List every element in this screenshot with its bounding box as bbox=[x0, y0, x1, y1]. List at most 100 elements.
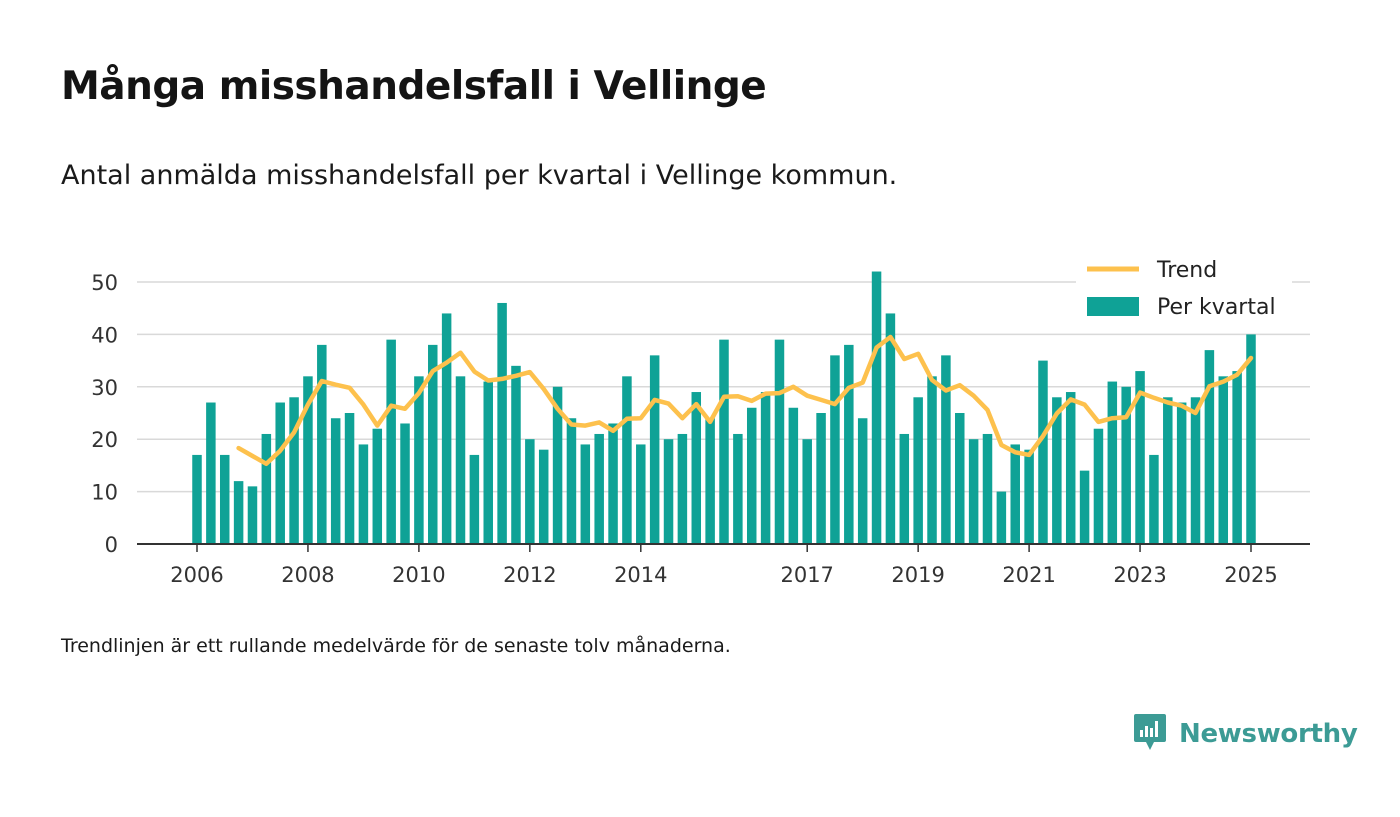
bar bbox=[608, 423, 618, 544]
bar bbox=[552, 386, 563, 544]
bar bbox=[719, 339, 729, 544]
bar bbox=[1190, 397, 1201, 544]
chart-title: Många misshandelsfall i Vellinge bbox=[61, 64, 767, 109]
bar bbox=[885, 313, 896, 544]
bar bbox=[261, 433, 272, 544]
chart-subtitle: Antal anmälda misshandelsfall per kvarta… bbox=[61, 160, 898, 191]
x-tick-label: 2006 bbox=[170, 563, 223, 587]
footnote: Trendlinjen är ett rullande medelvärde f… bbox=[61, 635, 731, 657]
bar bbox=[788, 407, 799, 544]
bar bbox=[330, 418, 341, 544]
bar bbox=[233, 481, 244, 544]
bar bbox=[746, 407, 757, 544]
bar bbox=[830, 355, 840, 544]
x-tick-label: 2021 bbox=[1002, 563, 1055, 587]
bar bbox=[663, 439, 674, 544]
bar bbox=[733, 433, 743, 544]
bar bbox=[1232, 371, 1242, 544]
bar bbox=[1204, 350, 1215, 544]
x-tick-label: 2014 bbox=[614, 563, 667, 587]
newsworthy-logo-icon bbox=[1133, 712, 1167, 756]
bar bbox=[982, 433, 993, 544]
bar bbox=[816, 413, 826, 544]
x-tick-label: 2023 bbox=[1113, 563, 1166, 587]
bar bbox=[219, 454, 230, 544]
bar bbox=[206, 402, 216, 544]
trend-line-group bbox=[236, 334, 1254, 467]
bar bbox=[414, 376, 424, 544]
bar bbox=[511, 365, 521, 544]
x-tick-label: 2012 bbox=[503, 563, 556, 587]
bar bbox=[1010, 444, 1020, 544]
bar bbox=[289, 397, 299, 544]
bar bbox=[317, 344, 327, 544]
bar bbox=[497, 302, 507, 544]
bar bbox=[275, 402, 285, 544]
bar bbox=[968, 439, 979, 544]
legend-bars-swatch bbox=[1087, 297, 1139, 316]
x-tick-label: 2017 bbox=[780, 563, 833, 587]
legend: Trend Per kvartal bbox=[1076, 252, 1292, 326]
y-tick-label: 50 bbox=[91, 271, 118, 295]
bar bbox=[1107, 381, 1118, 544]
bars bbox=[192, 271, 1256, 544]
x-tick-label: 2025 bbox=[1224, 563, 1277, 587]
bar bbox=[538, 449, 549, 544]
bar bbox=[428, 344, 438, 544]
bar bbox=[705, 418, 715, 544]
bar bbox=[594, 433, 604, 544]
brand-name: Newsworthy bbox=[1179, 719, 1358, 749]
bar bbox=[677, 433, 688, 544]
trend-line bbox=[236, 334, 1254, 467]
bar bbox=[344, 413, 355, 544]
bar bbox=[691, 392, 702, 544]
bar bbox=[483, 381, 493, 544]
y-tick-label: 10 bbox=[91, 481, 118, 505]
bar bbox=[386, 339, 396, 544]
y-tick-label: 40 bbox=[91, 323, 118, 347]
bar bbox=[1176, 402, 1187, 544]
bar bbox=[1093, 428, 1104, 544]
bar bbox=[1038, 360, 1048, 544]
bar bbox=[400, 423, 410, 544]
bar bbox=[1246, 334, 1256, 544]
bar bbox=[955, 413, 965, 544]
bar bbox=[1052, 397, 1062, 544]
bar bbox=[760, 392, 771, 544]
bar bbox=[636, 444, 646, 544]
bar bbox=[192, 454, 202, 544]
bar bbox=[941, 355, 951, 544]
bar bbox=[857, 418, 868, 544]
bar bbox=[927, 376, 937, 544]
bar bbox=[455, 376, 466, 544]
bar bbox=[1163, 397, 1173, 544]
bar bbox=[996, 491, 1007, 544]
bar bbox=[622, 376, 632, 544]
bar bbox=[1121, 386, 1131, 544]
brand-logo[interactable]: Newsworthy bbox=[1133, 712, 1358, 756]
bar bbox=[441, 313, 452, 544]
bar bbox=[358, 444, 369, 544]
legend-trend-label: Trend bbox=[1156, 258, 1217, 283]
bar bbox=[1135, 371, 1145, 544]
bar bbox=[1149, 454, 1159, 544]
bar bbox=[1079, 470, 1090, 544]
axes: 0 10 20 30 40 50 2006 2008 2010 2012 2014 2017 2019 2… bbox=[91, 271, 1310, 587]
bar bbox=[1065, 392, 1076, 544]
bar bbox=[566, 418, 577, 544]
bar bbox=[844, 344, 854, 544]
bar bbox=[580, 444, 591, 544]
bar bbox=[247, 486, 258, 544]
bar bbox=[1024, 449, 1034, 544]
bar bbox=[469, 454, 480, 544]
bar bbox=[913, 397, 923, 544]
x-tick-label: 2010 bbox=[392, 563, 445, 587]
y-tick-label: 20 bbox=[91, 428, 118, 452]
bar bbox=[303, 376, 313, 544]
bar bbox=[649, 355, 660, 544]
x-tick-label: 2019 bbox=[891, 563, 944, 587]
bar bbox=[525, 439, 535, 544]
x-tick-label: 2008 bbox=[281, 563, 334, 587]
